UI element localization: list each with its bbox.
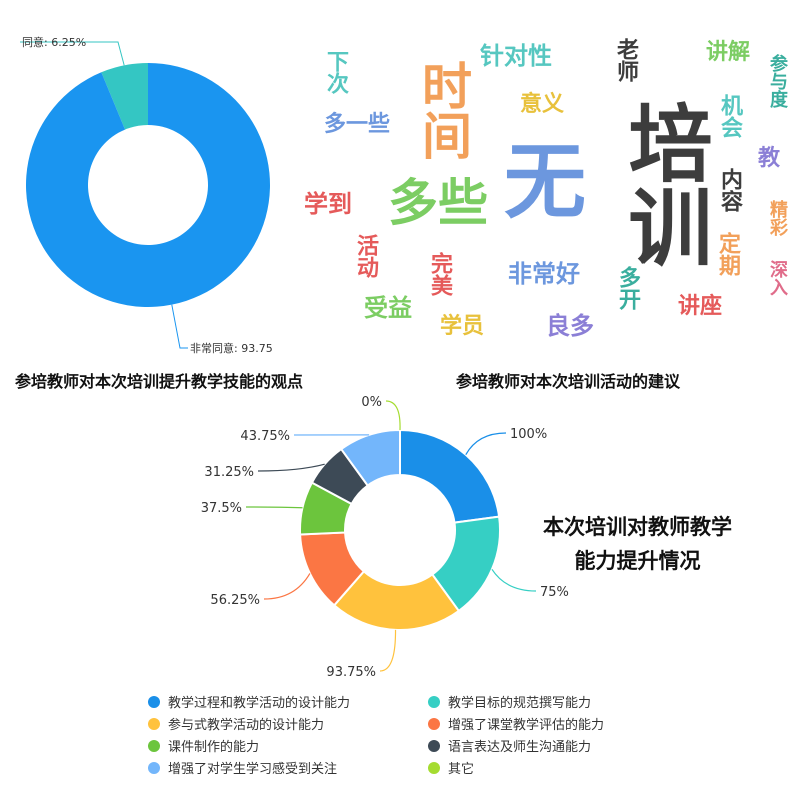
cloud-word: 内容 xyxy=(717,168,742,212)
cloud-word: 培训 xyxy=(615,100,713,268)
agreement-slice-label: 同意: 6.25% xyxy=(22,35,86,49)
ability-chart-legend: 教学过程和教学活动的设计能力 教学目标的规范撰写能力 参与式教学活动的设计能力 增强了… xyxy=(148,692,668,777)
ability-slice-label: 43.75% xyxy=(240,429,290,444)
cloud-word: 参与度 xyxy=(767,54,788,108)
legend-item: 其它 xyxy=(428,758,668,777)
cloud-word: 多一些 xyxy=(324,112,391,137)
legend-marker xyxy=(148,739,160,752)
agreement-slice xyxy=(25,63,270,307)
ability-slice-label: 100% xyxy=(510,427,547,442)
ability-slice-label: 31.25% xyxy=(204,465,254,480)
ability-leader-line xyxy=(245,506,303,509)
cloud-word: 时间 xyxy=(414,60,472,160)
suggestion-word-cloud: 培训无多些 时间 针对性 老师 讲解 下次多一些 意义 参与度机会教内容学到 精彩活动 定期 完美 非… xyxy=(290,20,800,350)
word-cloud-title: 参培教师对本次培训活动的建议 xyxy=(456,372,681,391)
cloud-word: 学员 xyxy=(440,314,485,339)
cloud-word: 学到 xyxy=(304,190,352,218)
legend-marker xyxy=(428,695,440,708)
ability-slice-label: 37.5% xyxy=(201,501,242,516)
ability-slice-label: 0% xyxy=(361,395,382,410)
cloud-word: 非常好 xyxy=(508,260,580,288)
agreement-slice xyxy=(101,63,148,130)
ability-chart-title-line-1: 本次培训对教师教学 xyxy=(543,515,732,539)
ability-slice-label: 93.75% xyxy=(326,665,376,680)
cloud-word: 针对性 xyxy=(480,42,552,70)
legend-label: 增强了对学生学习感受到关注 xyxy=(168,762,338,777)
ability-leader-line xyxy=(257,463,325,472)
agreement-leader-line xyxy=(20,41,125,66)
cloud-word: 教 xyxy=(758,146,781,171)
ability-donut-chart: 100% 75% 93.75% 56.25% 37.5% 31.25% 43.75% 0% xyxy=(201,395,569,680)
ability-leader-line xyxy=(379,629,397,672)
cloud-word: 深入 xyxy=(767,260,788,296)
ability-slice xyxy=(399,428,501,524)
agreement-chart-title: 参培教师对本次培训提升教学技能的观点 xyxy=(15,372,304,391)
legend-marker xyxy=(428,761,440,774)
cloud-word: 精彩 xyxy=(767,200,788,236)
ability-leader-line xyxy=(465,432,507,455)
agreement-leader-line xyxy=(171,304,188,349)
ability-slice-label: 75% xyxy=(540,585,569,600)
legend-item: 增强了对学生学习感受到关注 xyxy=(148,758,428,777)
legend-item: 课件制作的能力 xyxy=(148,736,428,755)
legend-label: 语言表达及师生沟通能力 xyxy=(448,740,592,755)
cloud-word: 无 xyxy=(504,135,587,230)
legend-marker xyxy=(428,717,440,730)
ability-leader-line xyxy=(263,573,311,600)
ability-leader-line xyxy=(385,400,401,431)
cloud-word: 良多 xyxy=(546,312,594,340)
cloud-word: 受益 xyxy=(364,294,412,322)
legend-item: 语言表达及师生沟通能力 xyxy=(428,736,668,755)
agreement-slice-label: 非常同意: 93.75 xyxy=(190,341,273,355)
legend-marker xyxy=(148,695,160,708)
legend-marker xyxy=(428,739,440,752)
ability-chart-title: 本次培训对教师教学 能力提升情况 xyxy=(515,510,760,578)
legend-label: 增强了课堂教学评估的能力 xyxy=(448,718,605,733)
cloud-word: 多开 xyxy=(615,266,640,310)
legend-marker xyxy=(148,717,160,730)
legend-marker xyxy=(148,761,160,774)
ability-leader-line xyxy=(491,568,537,592)
cloud-word: 定期 xyxy=(715,232,740,276)
cloud-word: 机会 xyxy=(717,94,742,138)
legend-label: 参与式教学活动的设计能力 xyxy=(168,718,325,733)
legend-label: 教学目标的规范撰写能力 xyxy=(448,696,592,711)
ability-slice-label: 56.25% xyxy=(210,593,260,608)
legend-label: 教学过程和教学活动的设计能力 xyxy=(168,696,351,711)
cloud-word: 活动 xyxy=(353,234,378,278)
legend-item: 教学过程和教学活动的设计能力 xyxy=(148,692,428,711)
legend-item: 增强了课堂教学评估的能力 xyxy=(428,714,668,733)
cloud-word: 完美 xyxy=(427,252,452,296)
cloud-word: 讲座 xyxy=(678,294,723,319)
legend-label: 其它 xyxy=(448,762,475,777)
cloud-word: 意义 xyxy=(520,92,565,117)
ability-slice xyxy=(332,570,461,631)
cloud-word: 下次 xyxy=(323,50,348,94)
cloud-word: 讲解 xyxy=(706,40,751,65)
ability-chart-title-line-2: 能力提升情况 xyxy=(574,549,701,573)
agreement-donut-chart: 同意: 6.25% 非常同意: 93.75 xyxy=(20,35,273,355)
cloud-word: 多些 xyxy=(388,174,488,232)
cloud-word: 老师 xyxy=(613,38,638,82)
legend-item: 教学目标的规范撰写能力 xyxy=(428,692,668,711)
legend-label: 课件制作的能力 xyxy=(168,740,260,755)
legend-item: 参与式教学活动的设计能力 xyxy=(148,714,428,733)
